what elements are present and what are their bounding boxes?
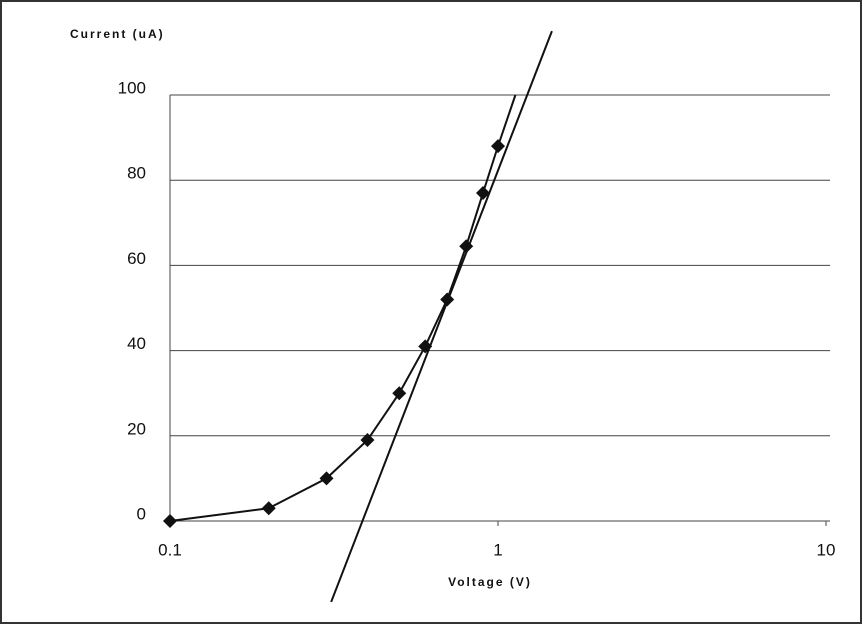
x-tick-label: 10 — [817, 540, 836, 559]
y-axis-title: Current (uA) — [70, 27, 165, 41]
y-tick-label: 100 — [118, 78, 146, 97]
y-tick-label: 40 — [127, 334, 146, 353]
line — [331, 31, 552, 602]
chart: Current (uA) Voltage (V) 0 20 40 60 80 100 0.1… — [0, 0, 862, 624]
line — [170, 95, 515, 521]
x-tick-label: 0.1 — [158, 540, 182, 559]
y-tick-label: 60 — [127, 249, 146, 268]
y-tick-label: 80 — [127, 164, 146, 183]
x-axis-title: Voltage (V) — [448, 575, 532, 589]
x-tick-label: 1 — [493, 540, 502, 559]
page: {"chart_data": {"type": "scatter-line", … — [0, 0, 862, 624]
y-tick-label: 0 — [137, 504, 146, 523]
y-tick-label: 20 — [127, 419, 146, 438]
